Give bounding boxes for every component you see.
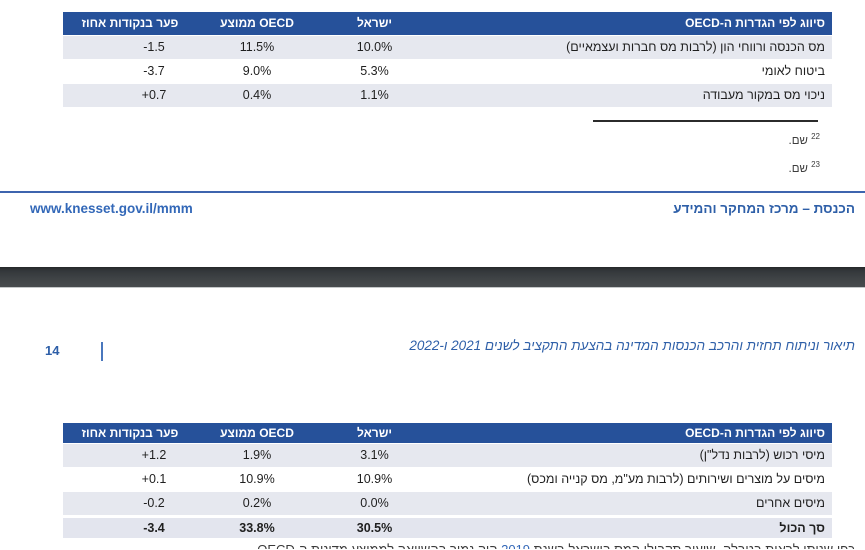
cell-gap: +0.7 — [141, 88, 167, 102]
cell-israel: 3.1% — [360, 448, 389, 462]
clipped-paragraph: כפי שניתן לראות בטבלה, שיעור תקבולי המס … — [63, 538, 855, 549]
column-header-classification: סיווג לפי הגדרות ה-OECD — [685, 426, 825, 440]
footnote-number: 22 — [811, 132, 820, 141]
table-other-taxes: סיווג לפי הגדרות ה-OECD ישראל ממוצע OECD… — [63, 423, 832, 539]
table-header-row: סיווג לפי הגדרות ה-OECD ישראל ממוצע OECD… — [63, 423, 832, 444]
cell-oecd: 0.2% — [242, 496, 272, 510]
cell-gap: +0.1 — [141, 472, 167, 486]
cell-gap: +1.2 — [141, 448, 167, 462]
table-row: ביטוח לאומי 5.3% 9.0% -3.7 — [63, 60, 832, 84]
cell-israel: 5.3% — [360, 64, 389, 78]
cell-total-israel: 30.5% — [356, 521, 393, 535]
table-income-taxes: סיווג לפי הגדרות ה-OECD ישראל ממוצע OECD… — [63, 12, 832, 108]
column-header-gap: פער בנקודות אחוז — [81, 16, 179, 30]
cell-label: מיסים על מוצרים ושירותים (לרבות מע"מ, מס… — [526, 472, 825, 486]
footnote-separator-line — [593, 120, 818, 122]
cell-total-oecd: 33.8% — [239, 521, 275, 535]
cell-israel: 0.0% — [360, 496, 389, 510]
page-separator-bar — [0, 267, 865, 288]
table-header-row: סיווג לפי הגדרות ה-OECD ישראל ממוצע OECD… — [63, 12, 832, 36]
table-row: מיסים אחרים 0.0% 0.2% -0.2 — [63, 492, 832, 516]
cell-oecd: 0.4% — [242, 88, 272, 102]
column-header-classification: סיווג לפי הגדרות ה-OECD — [685, 16, 825, 30]
page-number: 14 — [45, 343, 60, 358]
cell-oecd: 9.0% — [242, 64, 272, 78]
footnote-text: שם. — [788, 134, 808, 147]
cell-label: מס הכנסה ורווחי הון (לרבות מס חברות ועצמ… — [566, 40, 825, 54]
table-row: ניכוי מס במקור מעבודה 1.1% 0.4% +0.7 — [63, 84, 832, 108]
column-header-israel: ישראל — [356, 16, 392, 30]
table-row: מיסים על מוצרים ושירותים (לרבות מע"מ, מס… — [63, 468, 832, 492]
cell-label: ניכוי מס במקור מעבודה — [702, 88, 825, 102]
column-header-oecd-average: ממוצע OECD — [220, 16, 294, 30]
footnote-23: 23 שם. — [789, 160, 821, 175]
cell-label: מיסי רכוש (לרבות נדל"ן) — [699, 448, 825, 462]
cell-israel: 1.1% — [360, 88, 389, 102]
clipped-text: כפי שניתן לראות בטבלה, שיעור תקבולי המס … — [534, 542, 855, 549]
column-header-israel: ישראל — [356, 426, 392, 440]
footer-divider-line — [0, 191, 865, 193]
cell-gap: -1.5 — [143, 40, 165, 54]
cell-gap: -0.2 — [143, 496, 165, 510]
footnote-22: 22 שם. — [789, 132, 821, 147]
cell-label: מיסים אחרים — [756, 496, 825, 510]
footer-website-link[interactable]: www.knesset.gov.il/mmm — [30, 201, 193, 216]
cell-oecd: 1.9% — [242, 448, 272, 462]
clipped-text-highlight: 2019 — [501, 542, 530, 549]
cell-gap: -3.7 — [143, 64, 165, 78]
footnote-number: 23 — [811, 160, 820, 169]
footnote-text: שם. — [788, 162, 808, 175]
cell-label: ביטוח לאומי — [761, 64, 825, 78]
document-title: תיאור וניתוח תחזית והרכב הכנסות המדינה ב… — [409, 338, 855, 353]
column-header-gap: פער בנקודות אחוז — [81, 426, 179, 440]
header-pipe-divider — [101, 342, 103, 361]
footer-organization: הכנסת – מרכז המחקר והמידע — [673, 201, 855, 216]
table-total-row: סך הכול 30.5% 33.8% -3.4 — [63, 516, 832, 539]
cell-total-label: סך הכול — [779, 521, 825, 535]
cell-israel: 10.9% — [356, 472, 393, 486]
table-row: מס הכנסה ורווחי הון (לרבות מס חברות ועצמ… — [63, 36, 832, 60]
cell-total-gap: -3.4 — [143, 521, 165, 535]
cell-oecd: 10.9% — [239, 472, 275, 486]
column-header-oecd-average: ממוצע OECD — [220, 426, 294, 440]
cell-israel: 10.0% — [356, 40, 393, 54]
table-row: מיסי רכוש (לרבות נדל"ן) 3.1% 1.9% +1.2 — [63, 444, 832, 468]
cell-oecd: 11.5% — [239, 40, 275, 54]
